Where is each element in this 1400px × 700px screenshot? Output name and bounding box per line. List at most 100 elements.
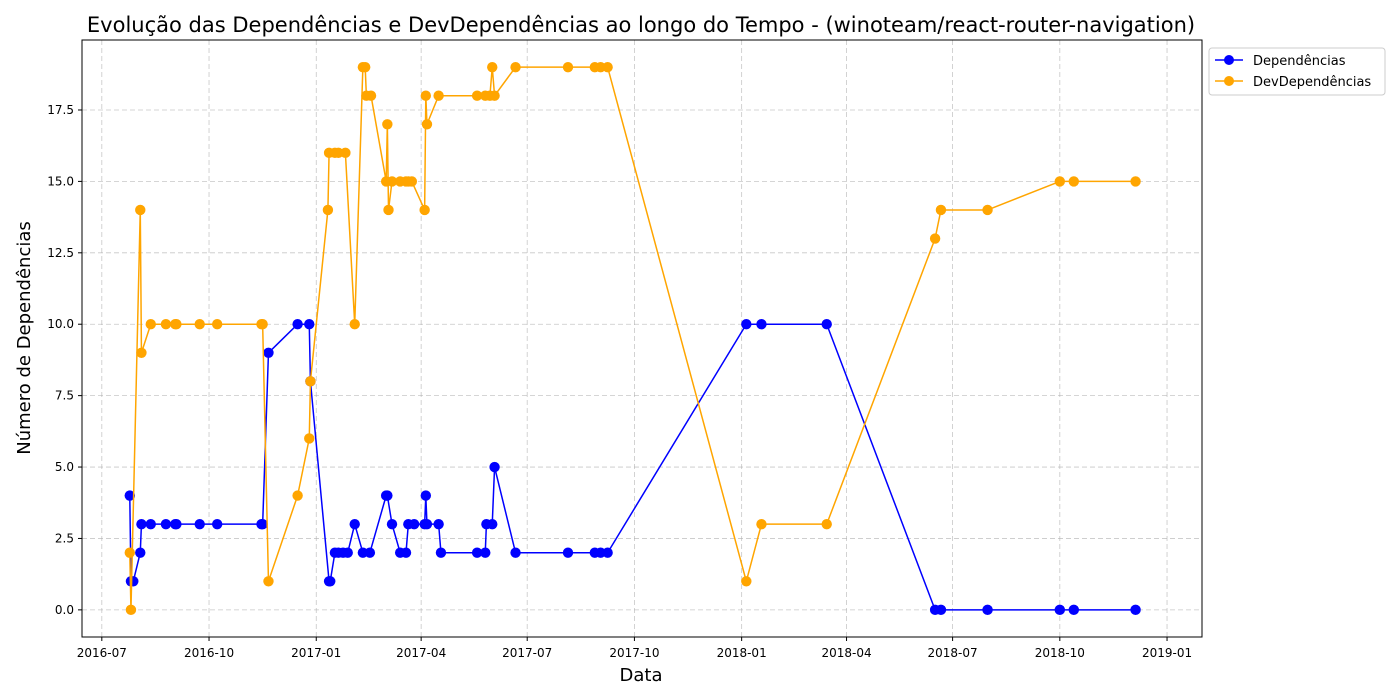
data-point-devdependencias: [360, 61, 371, 73]
legend: Dependências DevDependências: [1208, 47, 1386, 96]
y-tick-label: 10.0: [47, 317, 74, 331]
chart-title: Evolução das Dependências e DevDependênc…: [87, 13, 1195, 37]
data-point-dependencias: [1054, 604, 1066, 616]
data-point-devdependencias: [257, 319, 268, 330]
data-point-devdependencias: [487, 61, 498, 73]
data-point-dependencias: [435, 547, 447, 558]
legend-marker-devdependencias: [1224, 76, 1234, 86]
data-point-devdependencias: [171, 319, 182, 330]
legend-label-devdependencias: DevDependências: [1253, 75, 1371, 90]
data-point-dependencias: [160, 518, 172, 530]
x-tick-label: 2017-01: [291, 646, 341, 660]
y-tick-label: 15.0: [47, 174, 74, 188]
data-point-devdependencias: [365, 90, 377, 101]
data-point-dependencias: [935, 604, 947, 616]
data-point-dependencias: [304, 319, 315, 330]
y-tick-label: 2.5: [55, 531, 74, 545]
x-tick-label: 2018-01: [717, 646, 767, 660]
x-axis-label: Data: [620, 665, 663, 686]
data-point-devdependencias: [160, 319, 172, 330]
data-point-devdependencias: [419, 204, 430, 216]
data-point-devdependencias: [263, 576, 274, 587]
data-point-dependencias: [145, 518, 156, 530]
data-point-dependencias: [135, 547, 146, 558]
data-point-dependencias: [211, 518, 223, 530]
series-line-devdependencias: [129, 66, 1136, 611]
data-point-devdependencias: [136, 347, 147, 358]
data-point-dependencias: [562, 547, 574, 558]
data-point-devdependencias: [982, 204, 993, 216]
data-point-dependencias: [263, 347, 274, 358]
y-tick-label: 0.0: [55, 603, 74, 617]
data-point-dependencias: [487, 518, 498, 530]
data-point-devdependencias: [1130, 176, 1141, 187]
data-point-dependencias: [364, 547, 376, 558]
plot-series: [124, 61, 1141, 616]
legend-label-dependencias: Dependências: [1253, 54, 1346, 69]
data-point-devdependencias: [489, 90, 500, 101]
data-point-dependencias: [342, 547, 353, 558]
data-point-dependencias: [382, 490, 393, 501]
data-point-devdependencias: [821, 518, 832, 530]
data-point-dependencias: [510, 547, 521, 558]
data-point-devdependencias: [935, 204, 947, 216]
data-point-dependencias: [400, 547, 412, 558]
data-point-devdependencias: [406, 176, 418, 187]
data-point-dependencias: [741, 319, 752, 330]
data-point-dependencias: [292, 319, 303, 330]
y-tick-label: 5.0: [55, 460, 74, 474]
data-point-dependencias: [171, 518, 182, 530]
data-point-devdependencias: [194, 319, 205, 330]
data-point-devdependencias: [1068, 176, 1080, 187]
data-point-dependencias: [257, 518, 268, 530]
data-point-dependencias: [124, 490, 135, 501]
y-axis-label: Número de Dependências: [14, 221, 35, 455]
x-tick-label: 2018-07: [928, 646, 978, 660]
x-tick-label: 2018-04: [821, 646, 871, 660]
data-point-devdependencias: [420, 90, 432, 101]
data-point-devdependencias: [135, 204, 146, 216]
data-point-devdependencias: [929, 233, 941, 244]
data-point-devdependencias: [1054, 176, 1066, 187]
data-point-devdependencias: [145, 319, 156, 330]
data-point-dependencias: [349, 518, 360, 530]
x-tick-label: 2017-04: [396, 646, 446, 660]
y-tick-label: 12.5: [47, 246, 74, 260]
data-point-devdependencias: [386, 176, 398, 187]
series-dependencias: [124, 319, 1141, 616]
data-point-dependencias: [194, 518, 205, 530]
data-point-dependencias: [982, 604, 993, 616]
data-point-devdependencias: [383, 204, 394, 216]
data-point-devdependencias: [349, 319, 360, 330]
data-point-devdependencias: [471, 90, 483, 101]
data-point-devdependencias: [125, 604, 137, 616]
data-point-dependencias: [325, 576, 336, 587]
data-point-devdependencias: [340, 147, 351, 159]
data-point-dependencias: [136, 518, 147, 530]
data-point-devdependencias: [433, 90, 444, 101]
x-tick-label: 2018-10: [1035, 646, 1085, 660]
data-point-dependencias: [421, 518, 433, 530]
data-point-devdependencias: [322, 204, 334, 216]
data-point-devdependencias: [304, 433, 315, 444]
data-point-dependencias: [386, 518, 398, 530]
x-tick-label: 2016-10: [184, 646, 234, 660]
data-point-devdependencias: [124, 547, 135, 558]
data-point-devdependencias: [741, 576, 752, 587]
data-point-devdependencias: [602, 61, 613, 73]
data-point-dependencias: [420, 490, 432, 501]
data-point-dependencias: [471, 547, 483, 558]
legend-box: [1208, 47, 1386, 96]
data-point-devdependencias: [211, 319, 223, 330]
data-point-dependencias: [821, 319, 832, 330]
data-point-devdependencias: [382, 119, 393, 130]
data-point-dependencias: [489, 461, 500, 473]
data-point-dependencias: [433, 518, 444, 530]
x-tick-label: 2016-07: [77, 646, 127, 660]
axis-ticks: 2016-07 2016-10 2017-01 2017-04 2017-07 2017-…: [47, 103, 1192, 660]
data-point-dependencias: [408, 518, 420, 530]
data-point-dependencias: [602, 547, 613, 558]
data-point-dependencias: [480, 547, 491, 558]
x-tick-label: 2019-01: [1142, 646, 1192, 660]
